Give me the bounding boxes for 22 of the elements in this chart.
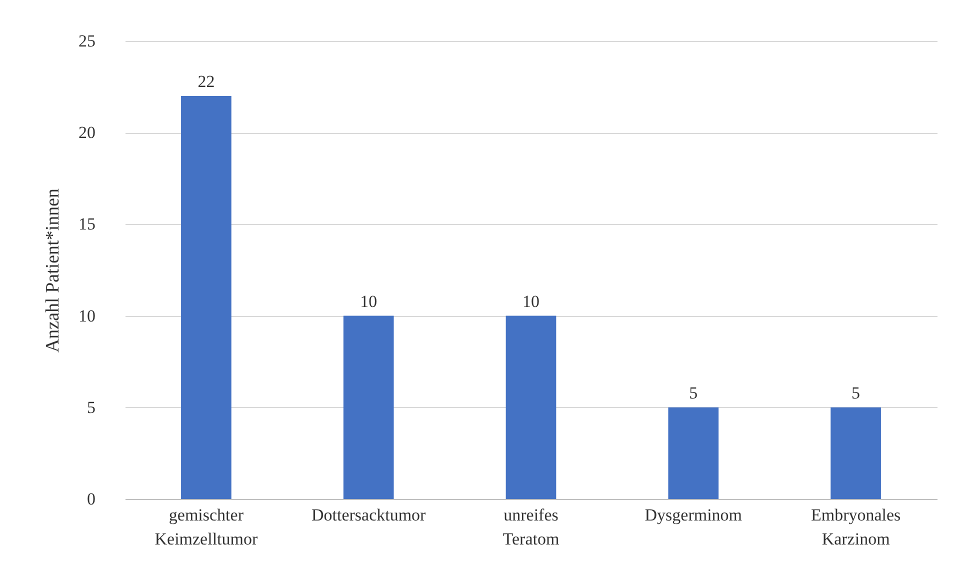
data-label: 10 <box>522 292 540 311</box>
y-tick-label: 5 <box>87 398 96 417</box>
data-label: 5 <box>852 383 860 402</box>
x-tick-label: Embryonales Karzinom <box>810 506 901 548</box>
bar <box>181 96 232 499</box>
y-tick-label: 0 <box>87 490 96 508</box>
data-label: 22 <box>198 72 215 91</box>
bar <box>343 316 394 499</box>
x-tick-label: Dysgerminom <box>644 506 742 524</box>
bar <box>830 407 881 499</box>
y-tick-label: 25 <box>78 32 96 50</box>
y-tick-label: 10 <box>78 306 96 326</box>
y-axis-title: Anzahl Patient*innen <box>42 188 64 353</box>
y-tick-label: 15 <box>78 214 96 234</box>
data-label: 10 <box>360 292 378 311</box>
x-tick-label: gemischter Keimzelltumor <box>154 506 258 548</box>
data-label: 5 <box>689 383 698 402</box>
bar <box>506 316 556 499</box>
x-tick-label: Dottersacktumor <box>311 506 426 524</box>
y-tick-label: 20 <box>78 123 96 142</box>
x-tick-label: unreifes Teratom <box>502 506 560 548</box>
bar <box>668 407 719 499</box>
